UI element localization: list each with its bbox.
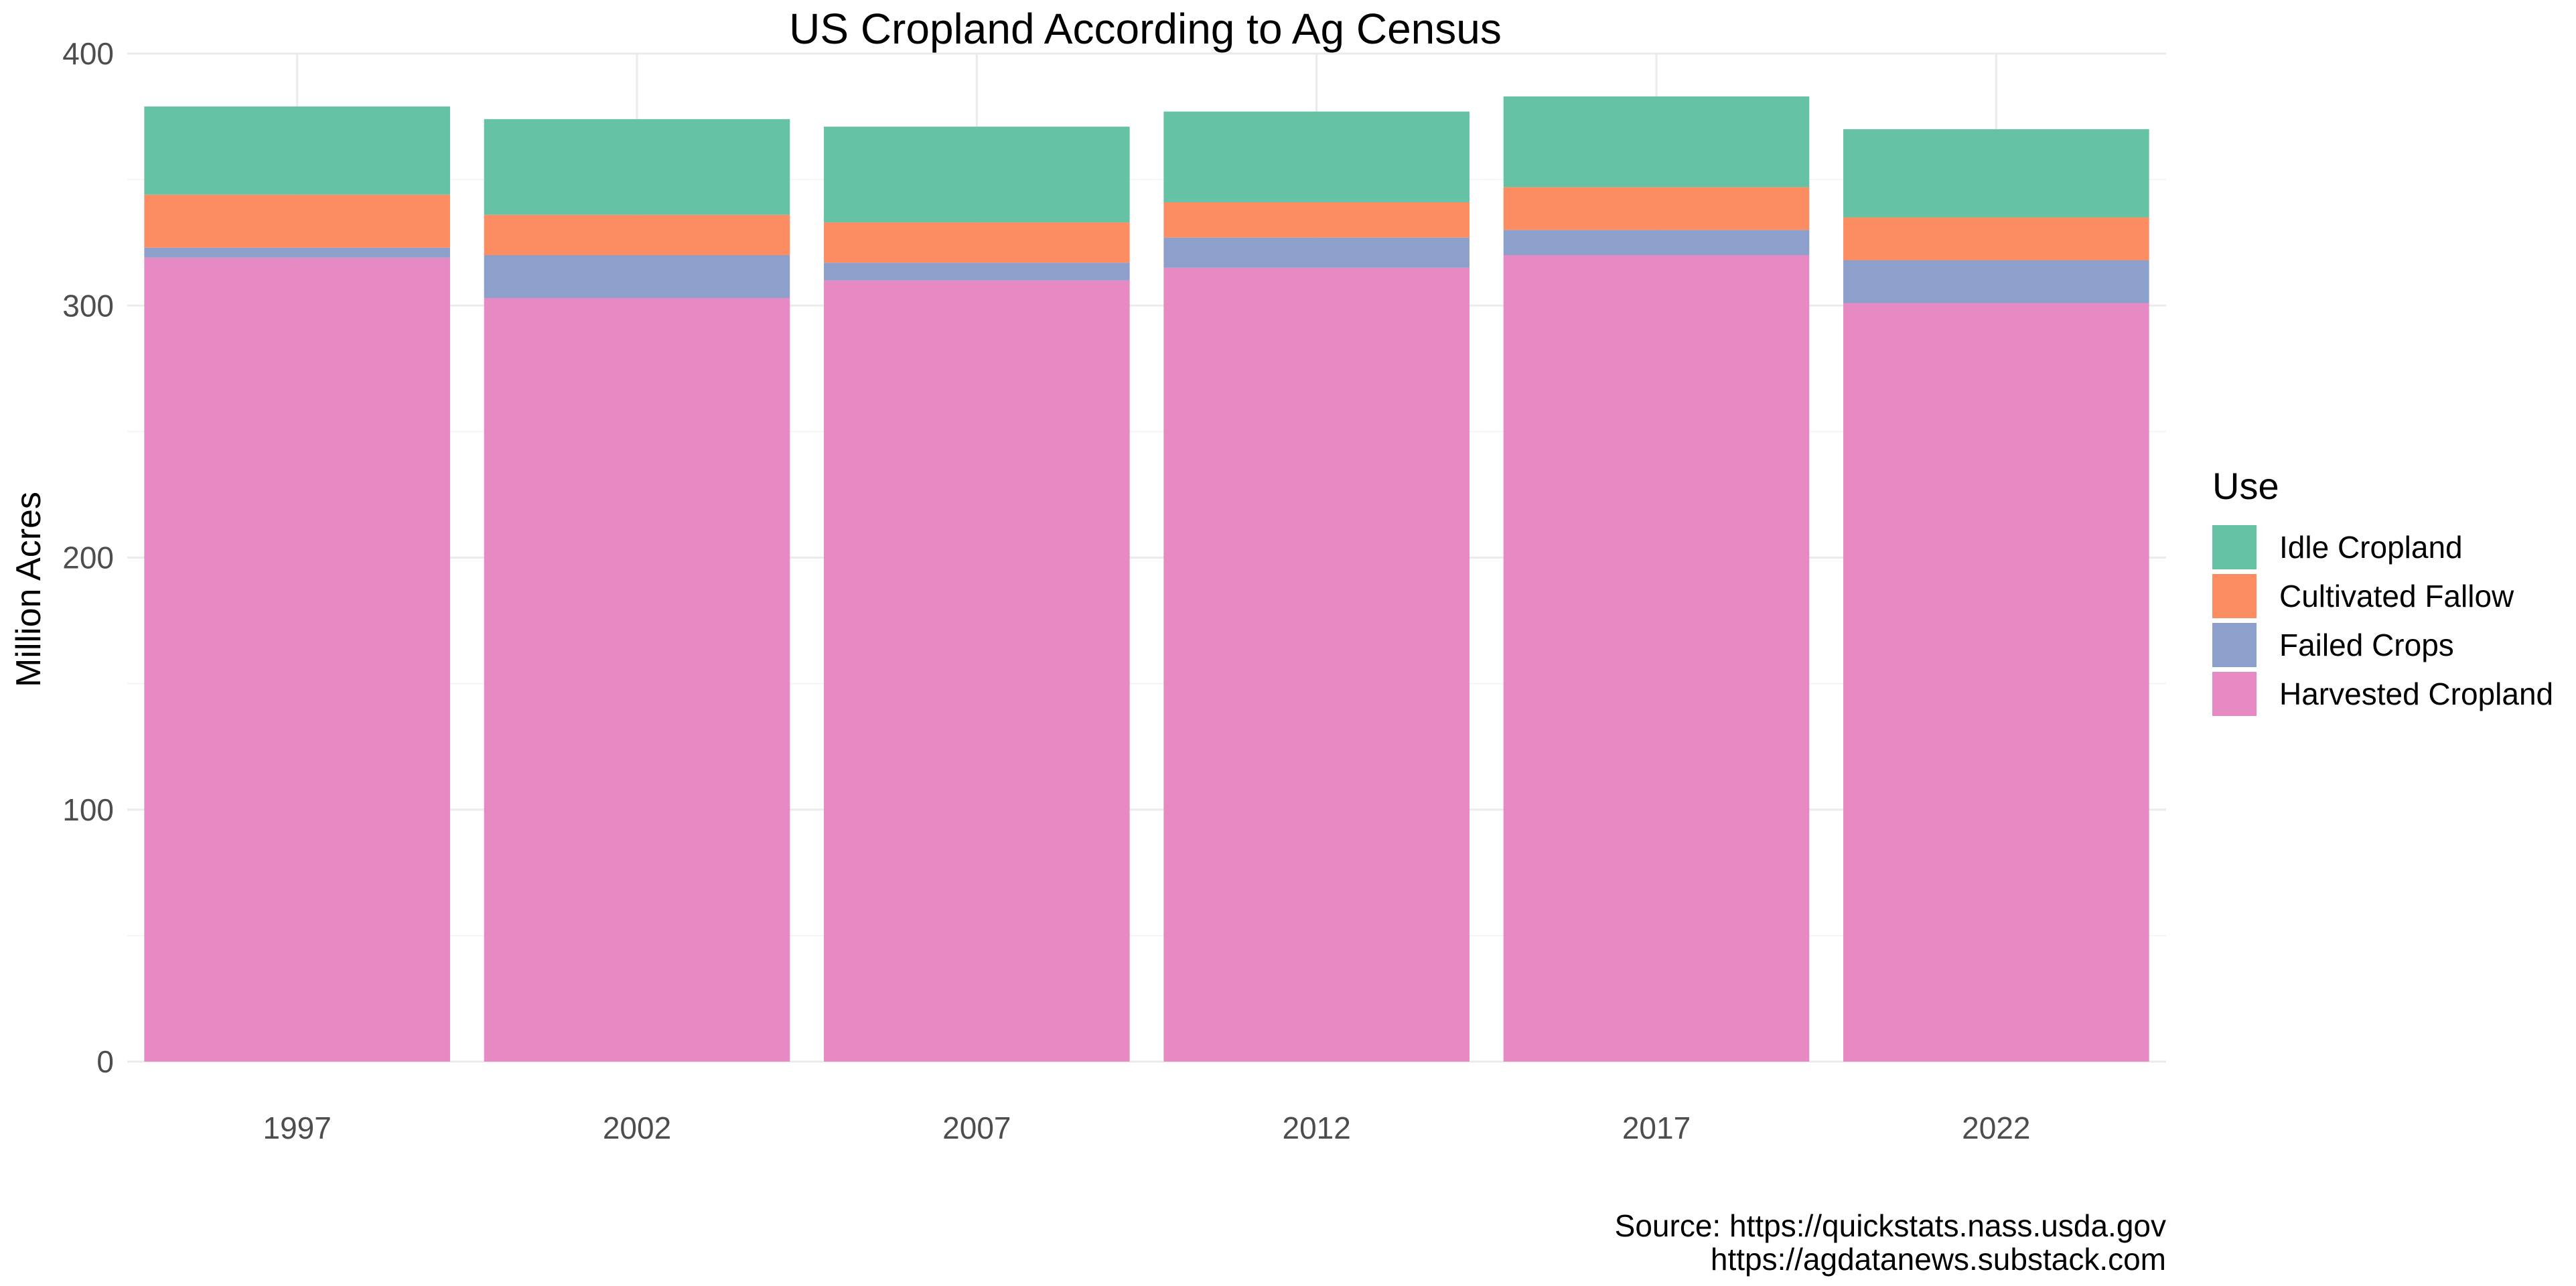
- bar-segment-failed-crops-2017: [1503, 230, 1810, 255]
- legend-title: Use: [2212, 465, 2279, 507]
- bar-segment-cultivated-fallow-2017: [1503, 187, 1810, 230]
- legend-label-idle-cropland: Idle Cropland: [2279, 530, 2463, 565]
- bar-segment-idle-cropland-2012: [1163, 111, 1470, 202]
- x-tick-label: 2012: [1282, 1111, 1350, 1145]
- bar-segment-idle-cropland-1997: [144, 106, 450, 195]
- bar-segment-cultivated-fallow-2022: [1843, 217, 2149, 261]
- x-tick-label: 2002: [603, 1111, 671, 1145]
- y-axis-label: Million Acres: [9, 492, 48, 687]
- bar-segment-harvested-cropland-2012: [1163, 267, 1470, 1062]
- axes: 0 100 200 300 400 1997 2002 2007 2012 2017 2022: [62, 36, 2030, 1145]
- bar-segment-idle-cropland-2002: [484, 119, 790, 215]
- caption-website: https://agdatanews.substack.com: [1711, 1242, 2166, 1277]
- x-tick-label: 1997: [263, 1111, 331, 1145]
- bar-segment-failed-crops-2002: [484, 255, 790, 298]
- legend: Use Idle Cropland Cultivated Fallow Failed…: [2212, 465, 2553, 716]
- y-tick-label: 200: [62, 541, 114, 575]
- bar-segment-cultivated-fallow-2002: [484, 214, 790, 255]
- caption-source: Source: https://quickstats.nass.usda.gov: [1615, 1208, 2166, 1243]
- bar-segment-harvested-cropland-1997: [144, 257, 450, 1062]
- legend-label-failed-crops: Failed Crops: [2279, 628, 2454, 662]
- x-tick-label: 2022: [1962, 1111, 2030, 1145]
- y-tick-label: 100: [62, 792, 114, 827]
- y-tick-label: 300: [62, 288, 114, 323]
- bar-segment-idle-cropland-2007: [824, 127, 1130, 223]
- y-tick-label: 400: [62, 36, 114, 71]
- bar-segment-harvested-cropland-2022: [1843, 303, 2149, 1062]
- bar-segment-cultivated-fallow-2007: [824, 222, 1130, 263]
- legend-label-harvested-cropland: Harvested Cropland: [2279, 676, 2553, 711]
- bar-segment-harvested-cropland-2017: [1503, 255, 1810, 1062]
- bar-segment-idle-cropland-2017: [1503, 96, 1810, 188]
- bar-segment-cultivated-fallow-2012: [1163, 202, 1470, 238]
- legend-key-harvested-cropland: [2212, 672, 2257, 716]
- legend-key-cultivated-fallow: [2212, 574, 2257, 618]
- y-tick-label: 0: [96, 1044, 114, 1079]
- x-tick-label: 2017: [1622, 1111, 1691, 1145]
- bar-segment-failed-crops-2012: [1163, 237, 1470, 268]
- legend-label-cultivated-fallow: Cultivated Fallow: [2279, 579, 2514, 614]
- legend-key-failed-crops: [2212, 623, 2257, 667]
- bar-segment-idle-cropland-2022: [1843, 129, 2149, 218]
- legend-key-idle-cropland: [2212, 525, 2257, 569]
- bar-segment-failed-crops-2007: [824, 263, 1130, 281]
- bars: [144, 96, 2149, 1062]
- bar-segment-harvested-cropland-2007: [824, 280, 1130, 1062]
- bar-segment-failed-crops-1997: [144, 247, 450, 258]
- bar-segment-cultivated-fallow-1997: [144, 194, 450, 248]
- chart-title: US Cropland According to Ag Census: [789, 5, 1502, 53]
- bar-segment-failed-crops-2022: [1843, 260, 2149, 303]
- x-tick-label: 2007: [942, 1111, 1011, 1145]
- bar-segment-harvested-cropland-2002: [484, 297, 790, 1062]
